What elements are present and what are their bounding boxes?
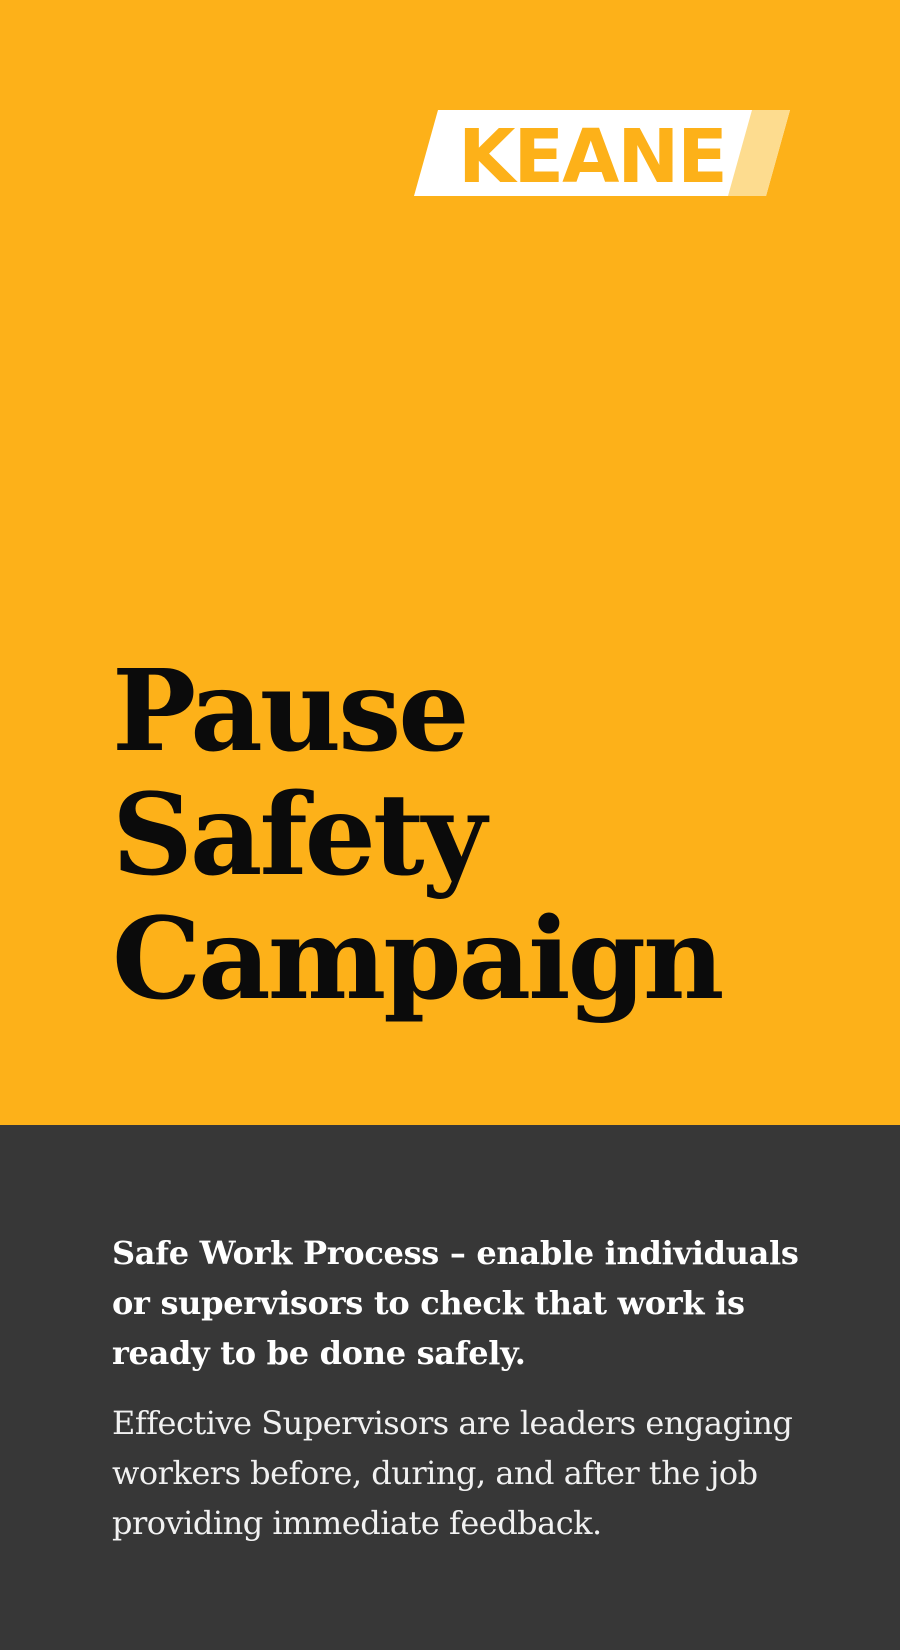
safe-work-process-statement: Safe Work Process – enable individuals o… (112, 1234, 799, 1372)
headline-line-1: Pause (112, 646, 470, 777)
headline-line-3: Campaign (112, 894, 724, 1025)
logo-white-band (414, 110, 790, 196)
keane-logo-graphic: KEANE (414, 110, 790, 196)
logo-wordmark: KEANE (458, 114, 726, 196)
top-yellow-panel: KEANE Pause Safety Campaign (0, 0, 900, 1125)
logo-light-stripe (728, 110, 790, 196)
campaign-headline: Pause Safety Campaign (112, 650, 872, 1022)
bottom-dark-panel (0, 1125, 900, 1650)
supervisors-description: Effective Supervisors are leaders engagi… (112, 1404, 793, 1542)
headline-line-2: Safety (112, 770, 487, 901)
keane-logo: KEANE (414, 110, 790, 196)
